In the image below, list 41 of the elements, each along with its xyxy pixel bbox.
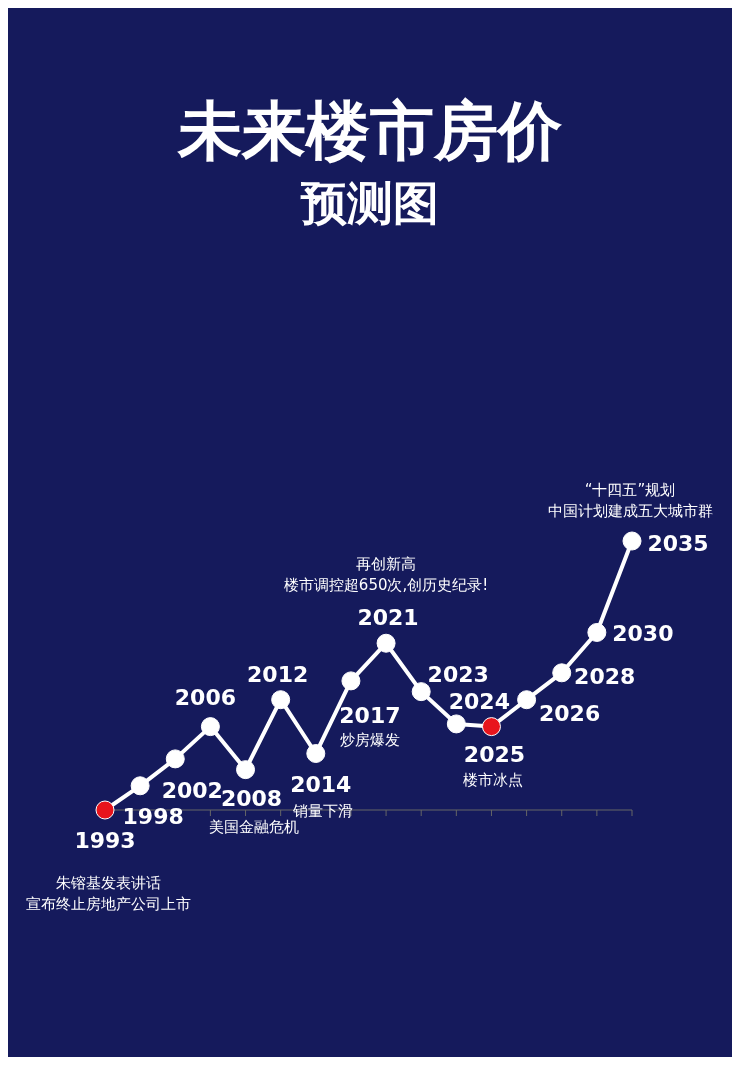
annotation: 1998 xyxy=(122,803,184,829)
annotation: 2028 xyxy=(574,663,636,689)
point xyxy=(446,714,466,734)
point xyxy=(411,682,431,702)
annotation: 2002 xyxy=(161,777,223,803)
point xyxy=(376,633,396,653)
annotation: 2014 xyxy=(290,771,352,797)
point xyxy=(271,690,291,710)
point xyxy=(341,671,361,691)
annotation: 2008 xyxy=(220,785,283,811)
annotation: 2017 xyxy=(339,702,401,728)
point xyxy=(306,744,326,764)
annotation: 再创新高楼市调控超650次,创历史纪录! xyxy=(283,555,489,595)
point xyxy=(200,717,220,737)
annotation: 2025 xyxy=(463,741,526,767)
annotation: 2030 xyxy=(612,621,674,647)
point xyxy=(130,776,150,796)
text: 2035 xyxy=(647,531,709,556)
text: “十四五”规划中国计划建成五大城市群 xyxy=(547,481,713,520)
text: 1993 xyxy=(74,828,136,853)
chart-subtitle: 预测图 xyxy=(299,175,440,232)
annotation: 炒房爆发 xyxy=(339,730,400,749)
annotation: 2026 xyxy=(538,700,601,726)
point xyxy=(481,717,501,737)
point xyxy=(587,622,607,642)
annotation: 2012 xyxy=(247,661,309,687)
annotation: 销量下滑 xyxy=(291,801,353,820)
point xyxy=(517,690,537,710)
annotation: 楼市冰点 xyxy=(463,770,524,789)
annotation: 2024 xyxy=(448,688,510,714)
annotation: 2021 xyxy=(357,605,419,631)
point xyxy=(165,749,185,769)
text: 美国金融危机 xyxy=(208,817,299,836)
point xyxy=(622,531,642,551)
point xyxy=(552,663,572,683)
point xyxy=(95,800,115,820)
point xyxy=(236,760,256,780)
annotation: 2023 xyxy=(427,661,489,687)
chart-title: 未来楼市房价 xyxy=(176,93,563,170)
annotation: 2006 xyxy=(174,684,237,710)
text: 朱镕基发表讲话宣布终止房地产公司上市 xyxy=(25,874,191,913)
